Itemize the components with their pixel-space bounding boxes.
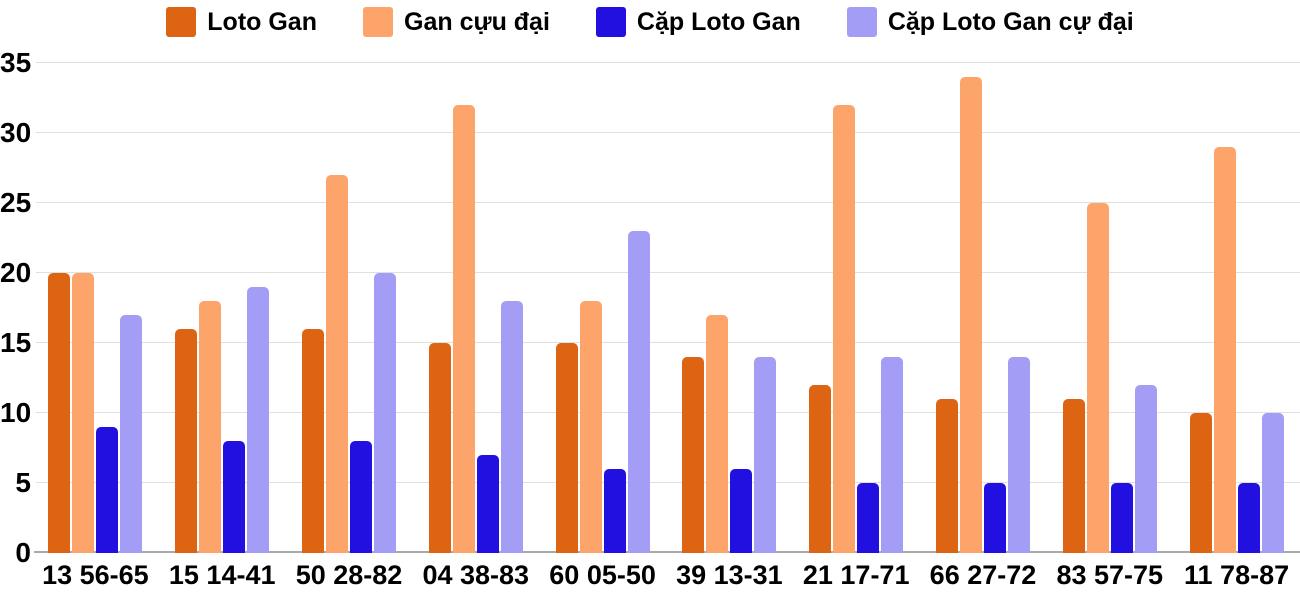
legend-label: Gan cựu đại bbox=[404, 7, 550, 36]
bar-group bbox=[539, 63, 666, 553]
gridline bbox=[36, 272, 1300, 273]
legend-item: Cặp Loto Gan bbox=[595, 7, 801, 37]
legend-label: Loto Gan bbox=[207, 7, 317, 36]
legend-item: Gan cựu đại bbox=[363, 7, 550, 37]
legend-label: Cặp Loto Gan bbox=[636, 7, 801, 36]
gridline bbox=[36, 202, 1300, 203]
bar bbox=[476, 455, 499, 553]
bar bbox=[1007, 357, 1030, 553]
legend: Loto Gan Gan cựu đại Cặp Loto Gan Cặp Loto … bbox=[0, 7, 1300, 37]
gridline bbox=[36, 412, 1300, 413]
x-axis-label: 39 13-31 bbox=[676, 560, 783, 590]
bar bbox=[1213, 147, 1236, 553]
legend-swatch-icon bbox=[846, 7, 877, 37]
legend-swatch-icon bbox=[595, 7, 626, 37]
bar bbox=[706, 315, 729, 553]
bar bbox=[627, 231, 650, 553]
bar bbox=[809, 385, 832, 553]
bar bbox=[120, 315, 143, 553]
bar bbox=[983, 483, 1006, 553]
bar-group bbox=[920, 63, 1047, 553]
bar-group bbox=[286, 63, 413, 553]
bar bbox=[1189, 413, 1212, 553]
gridline bbox=[36, 342, 1300, 343]
bar bbox=[1062, 399, 1085, 553]
bar bbox=[1237, 483, 1260, 553]
bar bbox=[175, 329, 198, 553]
bar-groups bbox=[32, 63, 1300, 553]
legend-item: Cặp Loto Gan cự đại bbox=[846, 7, 1134, 37]
y-tick-label: 0 bbox=[15, 537, 31, 568]
bar-group bbox=[159, 63, 286, 553]
bar-group bbox=[32, 63, 159, 553]
gridline bbox=[36, 482, 1300, 483]
bar bbox=[1134, 385, 1157, 553]
bar-group bbox=[412, 63, 539, 553]
bar bbox=[959, 77, 982, 553]
x-axis-label: 50 28-82 bbox=[295, 560, 403, 590]
y-tick-label: 25 bbox=[0, 187, 32, 218]
x-axis-label: 66 27-72 bbox=[929, 560, 1037, 590]
x-axis-label: 15 14-41 bbox=[168, 560, 276, 590]
legend-item: Loto Gan bbox=[166, 7, 317, 37]
bar bbox=[833, 105, 856, 553]
bar-group bbox=[666, 63, 793, 553]
bar bbox=[428, 343, 451, 553]
bar bbox=[754, 357, 777, 553]
legend-swatch-icon bbox=[363, 7, 393, 37]
gridline bbox=[36, 132, 1300, 133]
bar bbox=[96, 427, 119, 553]
legend-label: Cặp Loto Gan cự đại bbox=[887, 7, 1134, 36]
bar bbox=[48, 273, 71, 553]
x-axis-label: 60 05-50 bbox=[549, 560, 656, 590]
x-axis: 13 56-65 15 14-41 50 28-82 04 38-83 60 05-50… bbox=[32, 560, 1300, 591]
bar bbox=[1261, 413, 1284, 553]
bar-group bbox=[1046, 63, 1173, 553]
bar bbox=[935, 399, 958, 553]
bar bbox=[301, 329, 324, 553]
y-tick-label: 35 bbox=[0, 47, 32, 78]
bar bbox=[500, 301, 523, 553]
x-axis-label: 21 17-71 bbox=[802, 560, 910, 590]
bar bbox=[373, 273, 396, 553]
x-axis-label: 11 78-87 bbox=[1184, 560, 1290, 590]
x-axis-label: 04 38-83 bbox=[422, 560, 530, 590]
bar bbox=[247, 287, 270, 553]
legend-swatch-icon bbox=[166, 7, 197, 37]
x-axis-label: 13 56-65 bbox=[42, 560, 149, 590]
bar-group bbox=[1173, 63, 1300, 553]
y-tick-label: 30 bbox=[0, 117, 32, 148]
bar bbox=[452, 105, 475, 553]
y-tick-label: 5 bbox=[15, 467, 31, 498]
bar bbox=[1110, 483, 1133, 553]
bar bbox=[603, 469, 626, 553]
bar bbox=[555, 343, 578, 553]
bar bbox=[349, 441, 372, 553]
y-tick-label: 20 bbox=[0, 257, 32, 288]
bar bbox=[72, 273, 95, 553]
y-tick-label: 15 bbox=[0, 327, 32, 358]
bar bbox=[857, 483, 880, 553]
bar-group bbox=[793, 63, 920, 553]
y-axis: 0 5 10 15 20 25 30 35 bbox=[0, 49, 32, 567]
gridline bbox=[34, 551, 1300, 553]
x-axis-label: 83 57-75 bbox=[1056, 560, 1164, 590]
gridline bbox=[36, 62, 1300, 63]
bar bbox=[730, 469, 753, 553]
bar bbox=[579, 301, 602, 553]
y-tick-label: 10 bbox=[0, 397, 32, 428]
bar bbox=[199, 301, 222, 553]
plot-area bbox=[32, 62, 1300, 553]
bar bbox=[1086, 203, 1109, 553]
bar bbox=[881, 357, 904, 553]
bar bbox=[325, 175, 348, 553]
bar bbox=[223, 441, 246, 553]
bar bbox=[682, 357, 705, 553]
